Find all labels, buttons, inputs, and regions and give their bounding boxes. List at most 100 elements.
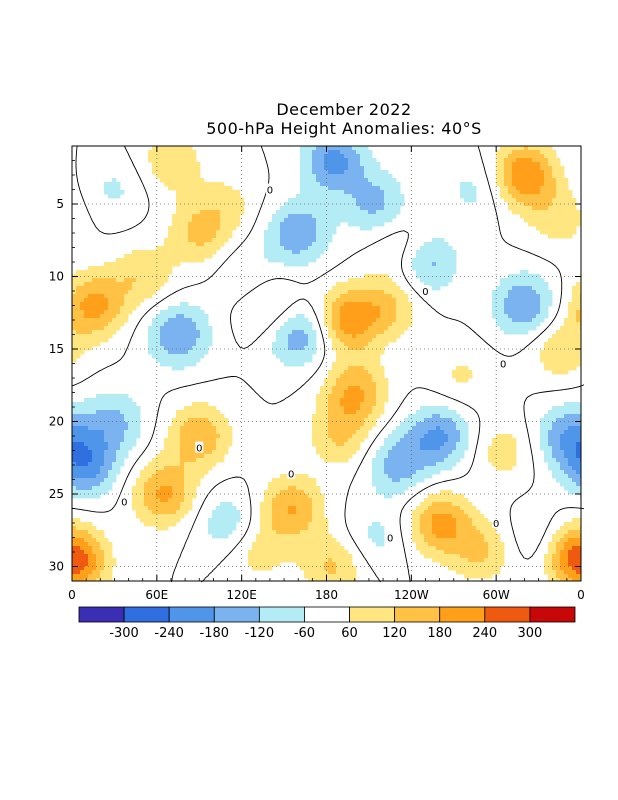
anomaly-cell (472, 194, 477, 199)
anomaly-cell (348, 310, 353, 315)
anomaly-cell (396, 330, 401, 335)
anomaly-cell (568, 346, 573, 351)
anomaly-cell (368, 362, 373, 367)
anomaly-cell (204, 214, 209, 219)
anomaly-cell (268, 502, 273, 507)
anomaly-cell (404, 486, 409, 491)
anomaly-cell (552, 470, 557, 475)
anomaly-cell (172, 354, 177, 359)
anomaly-cell (164, 458, 169, 463)
anomaly-cell (192, 242, 197, 247)
anomaly-cell (84, 402, 89, 407)
anomaly-cell (344, 210, 349, 215)
anomaly-cell (412, 470, 417, 475)
anomaly-cell (576, 354, 581, 359)
anomaly-cell (76, 342, 81, 347)
anomaly-cell (100, 278, 105, 283)
anomaly-cell (420, 462, 425, 467)
anomaly-cell (564, 454, 569, 459)
anomaly-cell (560, 230, 565, 235)
anomaly-cell (160, 174, 165, 179)
anomaly-cell (364, 402, 369, 407)
anomaly-cell (368, 186, 373, 191)
anomaly-cell (568, 350, 573, 355)
anomaly-cell (408, 462, 413, 467)
anomaly-cell (276, 334, 281, 339)
anomaly-cell (332, 326, 337, 331)
anomaly-cell (140, 490, 145, 495)
anomaly-cell (316, 510, 321, 515)
anomaly-cell (524, 178, 529, 183)
anomaly-cell (376, 206, 381, 211)
anomaly-cell (316, 226, 321, 231)
anomaly-cell (340, 322, 345, 327)
anomaly-cell (72, 358, 77, 363)
anomaly-cell (128, 438, 133, 443)
anomaly-cell (272, 222, 277, 227)
anomaly-cell (180, 162, 185, 167)
anomaly-cell (424, 514, 429, 519)
anomaly-cell (380, 178, 385, 183)
anomaly-cell (352, 302, 357, 307)
anomaly-cell (360, 318, 365, 323)
anomaly-cell (192, 234, 197, 239)
anomaly-cell (336, 422, 341, 427)
anomaly-cell (436, 258, 441, 263)
anomaly-cell (344, 422, 349, 427)
anomaly-cell (176, 458, 181, 463)
anomaly-cell (420, 442, 425, 447)
anomaly-cell (456, 510, 461, 515)
anomaly-cell (340, 422, 345, 427)
anomaly-cell (420, 250, 425, 255)
anomaly-cell (196, 318, 201, 323)
anomaly-cell (356, 338, 361, 343)
anomaly-cell (192, 342, 197, 347)
anomaly-cell (152, 158, 157, 163)
anomaly-cell (92, 318, 97, 323)
anomaly-cell (216, 438, 221, 443)
anomaly-cell (540, 174, 545, 179)
anomaly-cell (360, 210, 365, 215)
anomaly-cell (192, 314, 197, 319)
anomaly-cell (164, 442, 169, 447)
anomaly-cell (84, 482, 89, 487)
anomaly-cell (408, 478, 413, 483)
anomaly-cell (348, 350, 353, 355)
anomaly-cell (332, 310, 337, 315)
anomaly-cell (108, 270, 113, 275)
anomaly-cell (184, 326, 189, 331)
anomaly-cell (136, 254, 141, 259)
anomaly-cell (528, 210, 533, 215)
anomaly-cell (392, 294, 397, 299)
anomaly-cell (188, 218, 193, 223)
anomaly-cell (172, 466, 177, 471)
anomaly-cell (548, 202, 553, 207)
anomaly-cell (268, 510, 273, 515)
anomaly-cell (544, 442, 549, 447)
anomaly-cell (112, 466, 117, 471)
anomaly-cell (280, 242, 285, 247)
anomaly-cell (316, 430, 321, 435)
anomaly-cell (180, 190, 185, 195)
anomaly-cell (76, 438, 81, 443)
anomaly-cell (108, 318, 113, 323)
anomaly-cell (308, 490, 313, 495)
anomaly-cell (304, 246, 309, 251)
anomaly-cell (280, 326, 285, 331)
anomaly-cell (76, 418, 81, 423)
anomaly-cell (564, 482, 569, 487)
anomaly-cell (560, 370, 565, 375)
anomaly-cell (176, 238, 181, 243)
anomaly-cell (128, 302, 133, 307)
anomaly-cell (352, 314, 357, 319)
anomaly-cell (312, 234, 317, 239)
anomaly-cell (552, 226, 557, 231)
anomaly-cell (512, 166, 517, 171)
anomaly-cell (332, 222, 337, 227)
anomaly-cell (136, 514, 141, 519)
anomaly-cell (196, 226, 201, 231)
anomaly-cell (440, 502, 445, 507)
anomaly-cell (320, 426, 325, 431)
anomaly-cell (192, 198, 197, 203)
anomaly-cell (312, 182, 317, 187)
